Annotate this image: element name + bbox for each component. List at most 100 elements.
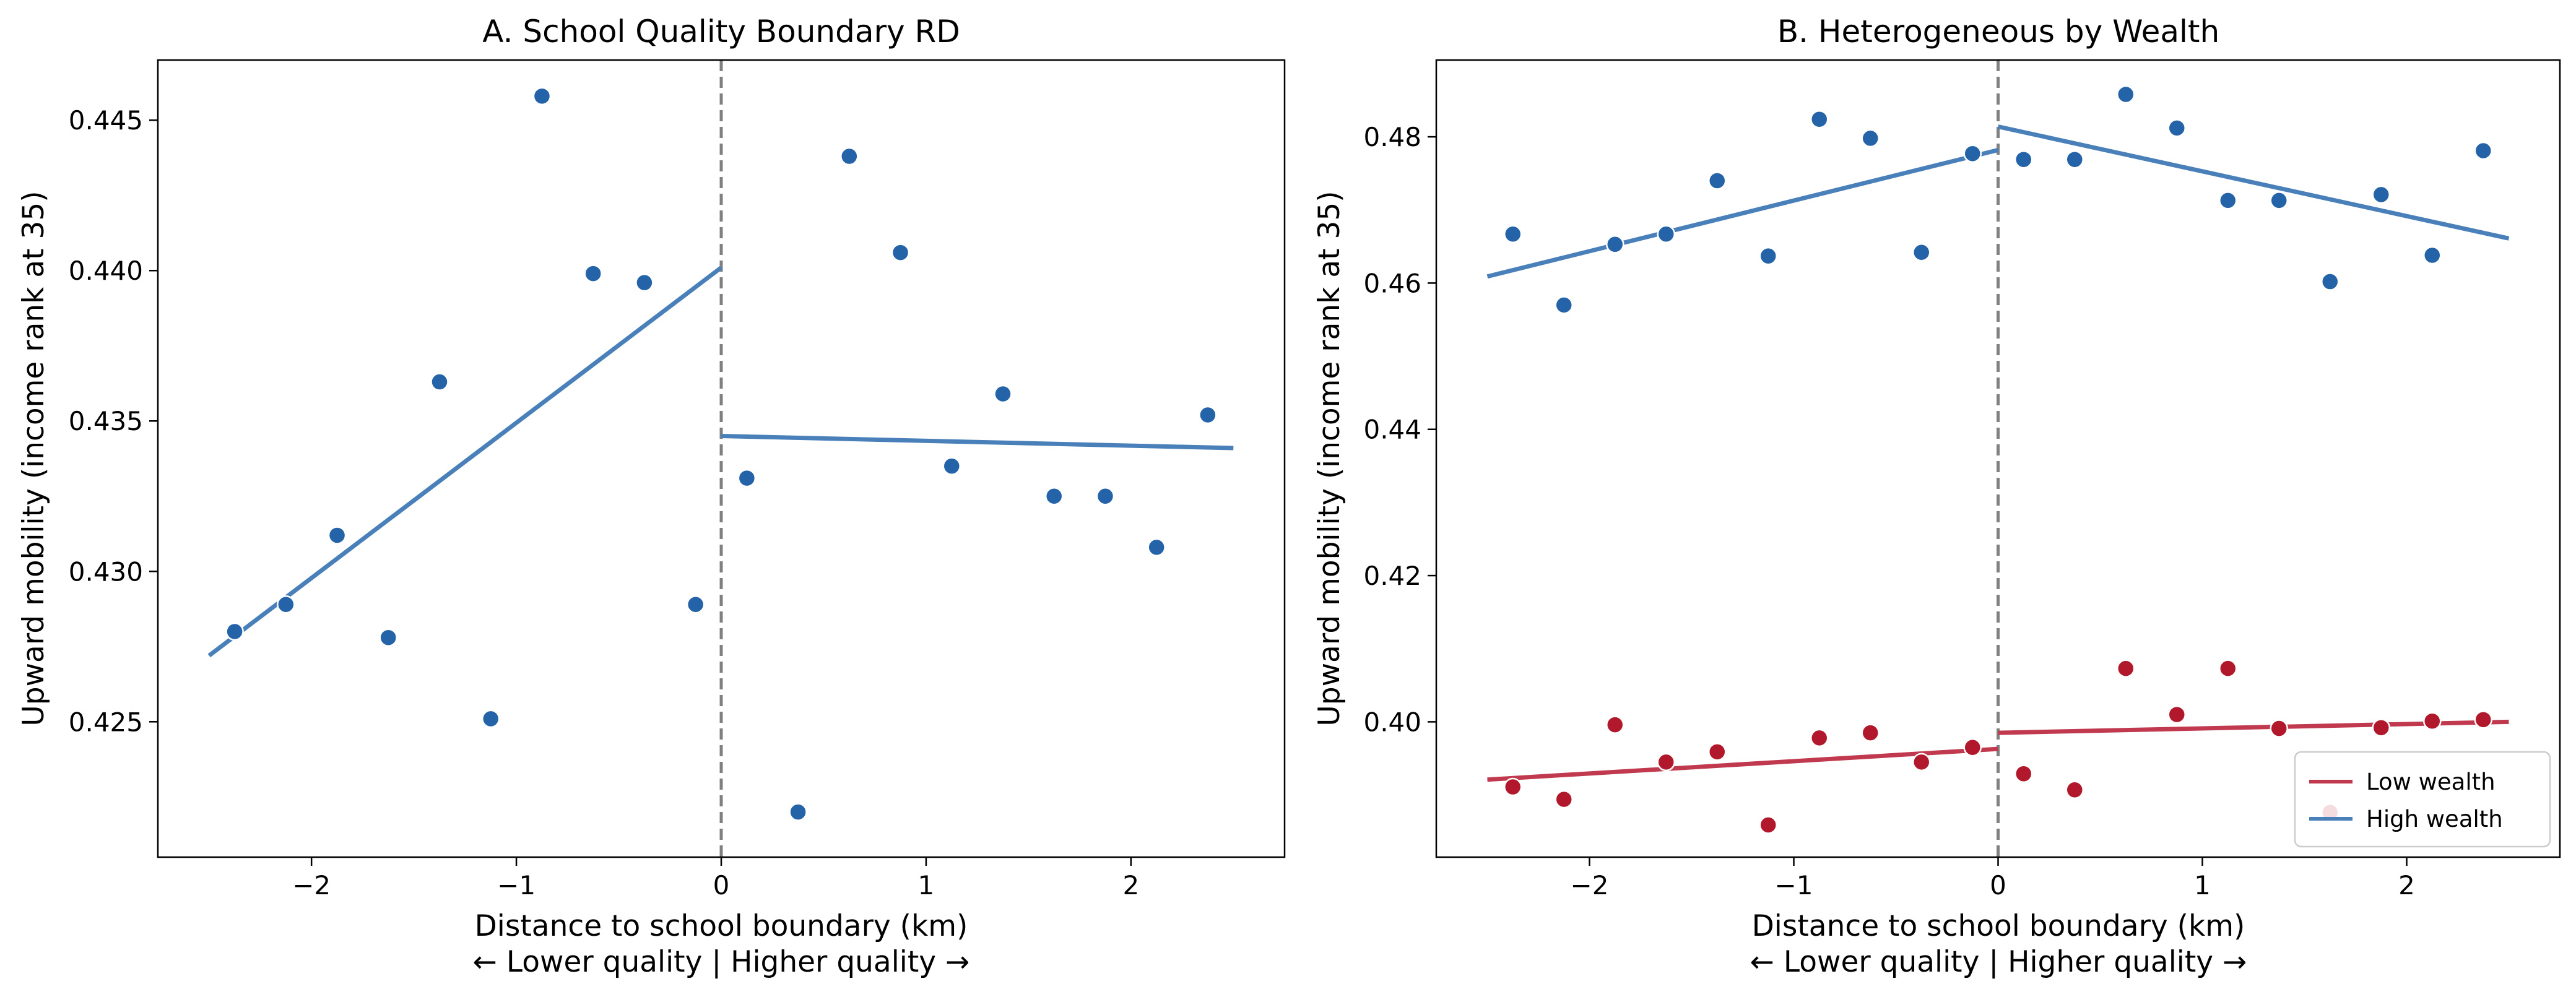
data-point-high [789,803,807,821]
legend-label-high-wealth: High wealth [2366,806,2503,832]
x-tick-label: 1 [2194,870,2211,900]
data-point-high-wealth [1606,235,1624,254]
data-point-high-wealth [1912,243,1931,262]
data-point-high [327,526,347,545]
data-point-high-wealth [1861,129,1880,148]
panel-a-y-ticks: 0.425 0.430 0.435 0.440 0.445 [69,105,158,737]
data-point-high [584,264,602,283]
x-tick-label: 0 [1990,870,2006,900]
data-point-high [430,373,449,391]
legend-label-low-wealth: Low wealth [2366,769,2496,795]
x-tick-label: 0 [713,870,730,900]
data-point-high [942,457,961,475]
y-tick-label: 0.435 [69,406,143,436]
data-point-low-wealth [1963,738,1982,757]
data-point-high [737,468,757,488]
panel-b-plot-content [1486,60,2510,857]
data-point-high [225,622,244,641]
x-tick-label: −2 [1571,870,1609,900]
data-point-high [1044,487,1064,506]
data-point-high-wealth [2474,141,2492,160]
data-point-high-wealth [1963,144,1982,163]
fit-line-right-high-wealth [1997,124,2510,241]
data-point-high [840,147,859,166]
y-tick-label: 0.40 [1363,707,1421,737]
data-point-high [891,243,910,262]
y-tick-label: 0.44 [1363,415,1421,445]
panel-b-x-axis-label: Distance to school boundary (km) [1752,909,2245,943]
panel-a-plot-content [207,60,1234,857]
panel-b-title: B. Heterogeneous by Wealth [1777,14,2219,50]
panel-b: B. Heterogeneous by Wealth −2 −1 0 1 2 0.400… [1312,14,2561,979]
fit-line-left-high [207,265,723,658]
legend-box [2294,751,2551,848]
data-point-high-wealth [2167,119,2186,137]
panel-b-frame [1435,59,2561,858]
panel-a-x-axis-sublabel: ← Lower quality | Higher quality → [473,945,970,979]
data-point-low-wealth [2014,764,2033,783]
y-tick-label: 0.48 [1363,122,1421,152]
data-point-high-wealth [2219,191,2237,210]
y-tick-label: 0.445 [69,105,143,136]
data-point-low-wealth [2270,719,2288,738]
panel-b-y-axis-label: Upward mobility (income rank at 35) [1312,191,1347,726]
x-tick-label: −1 [497,870,536,900]
data-point-high-wealth [2423,246,2442,265]
panel-a: A. School Quality Boundary RD −2 −1 0 1 2 0.… [17,14,1286,979]
data-point-high-wealth [2117,85,2135,104]
data-point-high [686,595,705,614]
data-point-low-wealth [2423,712,2442,730]
x-tick-label: 1 [918,870,935,900]
data-point-low-wealth [2372,719,2390,737]
data-point-high-wealth [1759,246,1777,265]
panel-b-x-axis-sublabel: ← Lower quality | Higher quality → [1750,945,2247,979]
data-point-high-wealth [1555,296,1573,314]
x-tick-label: −2 [292,870,331,900]
data-point-low-wealth [1504,777,1522,796]
data-point-high-wealth [1657,225,1675,243]
data-point-low-wealth [2167,705,2186,724]
data-point-high-wealth [2321,272,2340,291]
fit-line-left-low-wealth [1487,746,1998,782]
y-tick-label: 0.440 [69,256,143,286]
panel-a-x-ticks: −2 −1 0 1 2 [292,857,1139,900]
data-point-high-wealth [2065,150,2084,169]
data-point-low-wealth [1657,753,1675,772]
data-point-low-wealth [2474,710,2492,729]
data-point-low-wealth [1861,723,1880,742]
panel-a-y-axis-label: Upward mobility (income rank at 35) [17,191,51,726]
y-tick-label: 0.46 [1363,268,1421,298]
data-point-high [277,595,295,614]
data-point-high-wealth [2270,191,2288,210]
panel-b-x-ticks: −2 −1 0 1 2 [1571,857,2415,900]
data-point-high [1096,487,1115,506]
y-tick-label: 0.430 [69,556,143,587]
data-point-high [635,273,654,292]
data-point-high-wealth [1504,225,1522,243]
x-tick-label: −1 [1775,870,1813,900]
x-tick-label: 2 [2398,870,2415,900]
data-point-low-wealth [2219,659,2237,678]
data-point-high [481,709,500,728]
data-point-high [994,384,1012,404]
data-point-low-wealth [2065,780,2084,800]
x-tick-label: 2 [1122,870,1139,900]
data-point-low-wealth [1708,743,1727,761]
data-point-low-wealth [2117,659,2135,678]
panel-a-x-axis-label: Distance to school boundary (km) [475,909,968,943]
data-point-low-wealth [1759,816,1777,834]
data-point-high [532,87,552,106]
data-point-high [1199,405,1217,425]
panel-b-legend: Low wealth High wealth [2294,751,2551,848]
data-point-high [1147,538,1166,557]
data-point-high-wealth [2372,185,2390,204]
data-point-low-wealth [1912,753,1931,772]
y-tick-label: 0.42 [1363,561,1421,591]
panel-a-frame [157,59,1286,858]
panel-b-y-ticks: 0.40 0.42 0.44 0.46 0.48 [1363,122,1436,737]
fit-line-right-high [721,434,1234,451]
data-point-high-wealth [2014,150,2033,169]
fit-line-left-high-wealth [1486,147,1999,279]
panel-a-title: A. School Quality Boundary RD [482,14,960,50]
